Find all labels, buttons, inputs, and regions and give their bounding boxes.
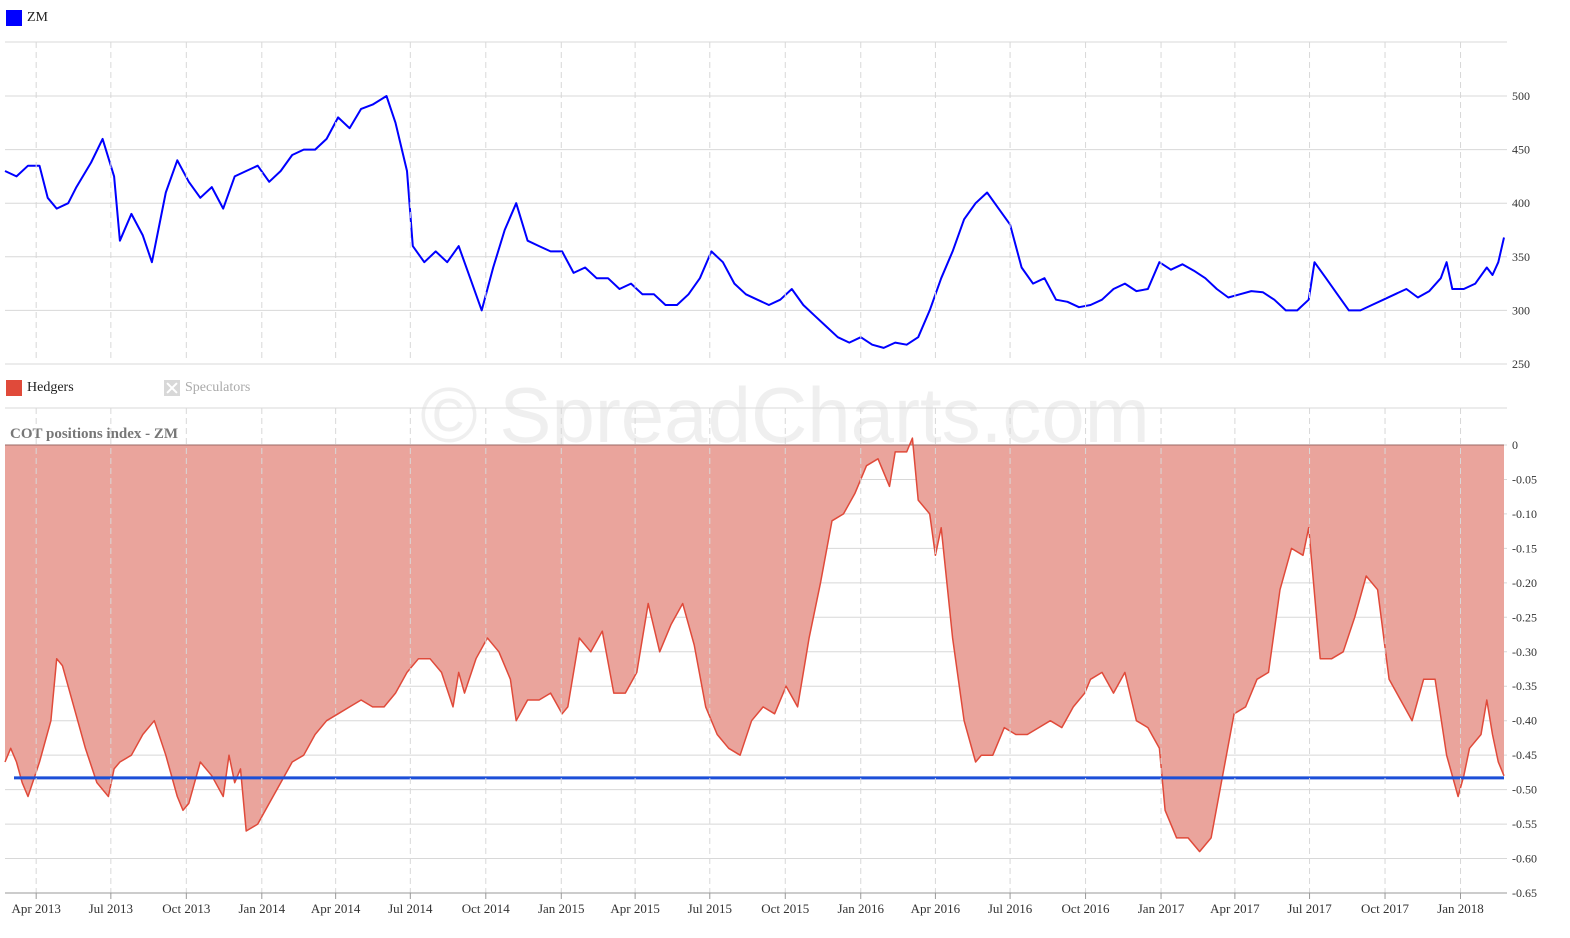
cot-y-tick-label: -0.05 bbox=[1512, 472, 1537, 486]
x-tick-label: Jan 2018 bbox=[1437, 901, 1484, 916]
x-tick-label: Oct 2016 bbox=[1062, 901, 1111, 916]
cot-y-tick-label: -0.40 bbox=[1512, 714, 1537, 728]
cot-panel-title: COT positions index - ZM bbox=[10, 426, 179, 442]
x-tick-label: Oct 2017 bbox=[1361, 901, 1410, 916]
cot-y-tick-label: -0.10 bbox=[1512, 507, 1537, 521]
x-axis: Apr 2013 Jul 2013 Oct 2013 Jan 2014 Apr 2014… bbox=[5, 42, 1507, 916]
legend-zm-label: ZM bbox=[27, 10, 48, 25]
legend-speculators[interactable]: Speculators bbox=[164, 380, 250, 396]
x-tick-label: Jan 2017 bbox=[1138, 901, 1185, 916]
x-tick-label: Jul 2014 bbox=[388, 901, 433, 916]
cot-y-tick-label: -0.20 bbox=[1512, 576, 1537, 590]
legend-hedgers[interactable]: Hedgers bbox=[6, 380, 74, 396]
cot-y-tick-label: 0 bbox=[1512, 438, 1518, 452]
cot-y-tick-label: -0.50 bbox=[1512, 783, 1537, 797]
price-y-tick-label: 500 bbox=[1512, 89, 1530, 103]
price-panel: 500 450 400 350 300 250 bbox=[4, 41, 1530, 371]
price-y-tick-label: 300 bbox=[1512, 303, 1530, 317]
cot-y-tick-label: -0.15 bbox=[1512, 541, 1537, 555]
legend-hedgers-swatch bbox=[6, 380, 22, 396]
x-tick-label: Jan 2014 bbox=[239, 901, 286, 916]
cot-y-tick-label: -0.35 bbox=[1512, 679, 1537, 693]
cot-y-tick-label: -0.25 bbox=[1512, 610, 1537, 624]
legend-speculators-disabled-icon bbox=[164, 380, 180, 396]
legend-zm-swatch bbox=[6, 10, 22, 26]
x-tick-label: Oct 2014 bbox=[462, 901, 511, 916]
legend-zm[interactable]: ZM bbox=[6, 10, 48, 26]
x-tick-label: Oct 2013 bbox=[162, 901, 210, 916]
x-tick-label: Jan 2016 bbox=[837, 901, 884, 916]
x-tick-label: Apr 2017 bbox=[1210, 901, 1260, 916]
hedgers-area-fill bbox=[5, 438, 1504, 852]
cot-panel: 0 -0.05 -0.10 -0.15 -0.20 -0.25 -0.30 -0.35 -0.4… bbox=[4, 407, 1537, 900]
price-y-tick-label: 450 bbox=[1512, 143, 1530, 157]
zm-price-line bbox=[4, 95, 1505, 349]
cot-y-tick-label: -0.65 bbox=[1512, 886, 1537, 900]
cot-y-tick-label: -0.45 bbox=[1512, 748, 1537, 762]
x-tick-label: Oct 2015 bbox=[761, 901, 809, 916]
price-y-tick-label: 350 bbox=[1512, 250, 1530, 264]
x-tick-label: Jul 2017 bbox=[1287, 901, 1332, 916]
price-y-tick-label: 400 bbox=[1512, 196, 1530, 210]
x-tick-label: Apr 2015 bbox=[610, 901, 659, 916]
x-tick-label: Jul 2015 bbox=[688, 901, 732, 916]
x-tick-label: Jul 2013 bbox=[89, 901, 133, 916]
x-tick-label: Jul 2016 bbox=[988, 901, 1033, 916]
legend-hedgers-label: Hedgers bbox=[27, 380, 74, 395]
cot-y-tick-label: -0.60 bbox=[1512, 852, 1537, 866]
x-tick-label: Apr 2014 bbox=[311, 901, 361, 916]
hedgers-line bbox=[4, 437, 1505, 853]
x-tick-label: Jan 2015 bbox=[538, 901, 585, 916]
price-y-tick-label: 250 bbox=[1512, 357, 1530, 371]
legend-speculators-label: Speculators bbox=[185, 380, 251, 395]
cot-y-tick-label: -0.30 bbox=[1512, 645, 1537, 659]
x-tick-label: Apr 2013 bbox=[11, 901, 60, 916]
cot-y-tick-label: -0.55 bbox=[1512, 817, 1537, 831]
x-tick-label: Apr 2016 bbox=[911, 901, 961, 916]
